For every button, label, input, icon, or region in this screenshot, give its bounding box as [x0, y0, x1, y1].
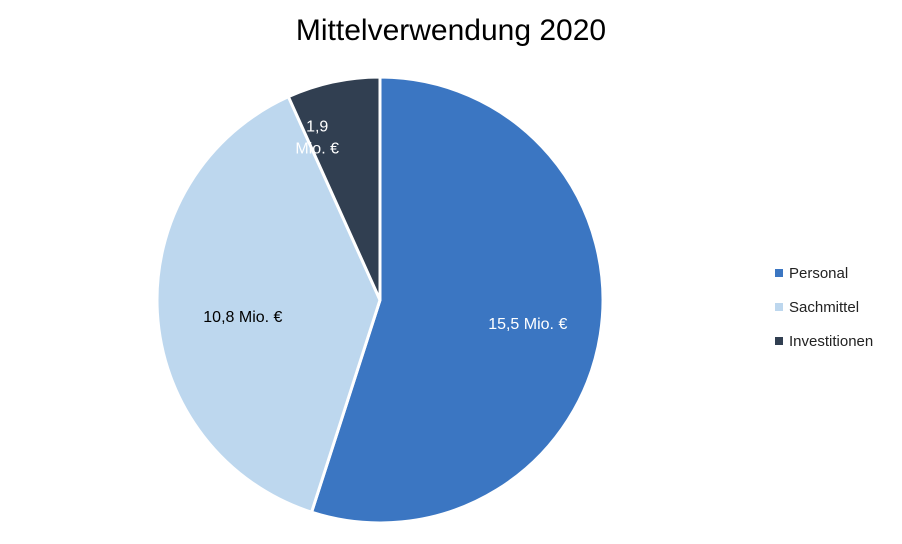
legend-swatch-sachmittel: [775, 303, 783, 311]
legend-swatch-personal: [775, 269, 783, 277]
legend: Personal Sachmittel Investitionen: [775, 256, 873, 358]
pie-slice-sachmittel: [155, 95, 382, 514]
legend-label-sachmittel: Sachmittel: [789, 298, 860, 316]
legend-item-sachmittel: Sachmittel: [775, 290, 873, 324]
chart-title: Mittelverwendung 2020: [295, 14, 607, 47]
slice-label-investitionen: 1,9 Mio. €: [295, 118, 339, 157]
legend-item-personal: Personal: [775, 256, 873, 290]
legend-swatch-investitionen: [775, 337, 783, 345]
legend-label-personal: Personal: [789, 264, 849, 282]
pie-slice-investitionen: [286, 75, 382, 302]
legend-item-investitionen: Investitionen: [775, 324, 873, 358]
slice-labels: 15,5 Mio. € 10,8 Mio. € 1,9 Mio. €: [203, 118, 567, 333]
slice-label-personal: 15,5 Mio. €: [488, 316, 567, 333]
slice-label-sachmittel: 10,8 Mio. €: [203, 309, 282, 326]
pie-slices: [155, 75, 605, 525]
legend-label-investitionen: Investitionen: [789, 332, 874, 350]
pie-slice-personal: [310, 75, 605, 525]
